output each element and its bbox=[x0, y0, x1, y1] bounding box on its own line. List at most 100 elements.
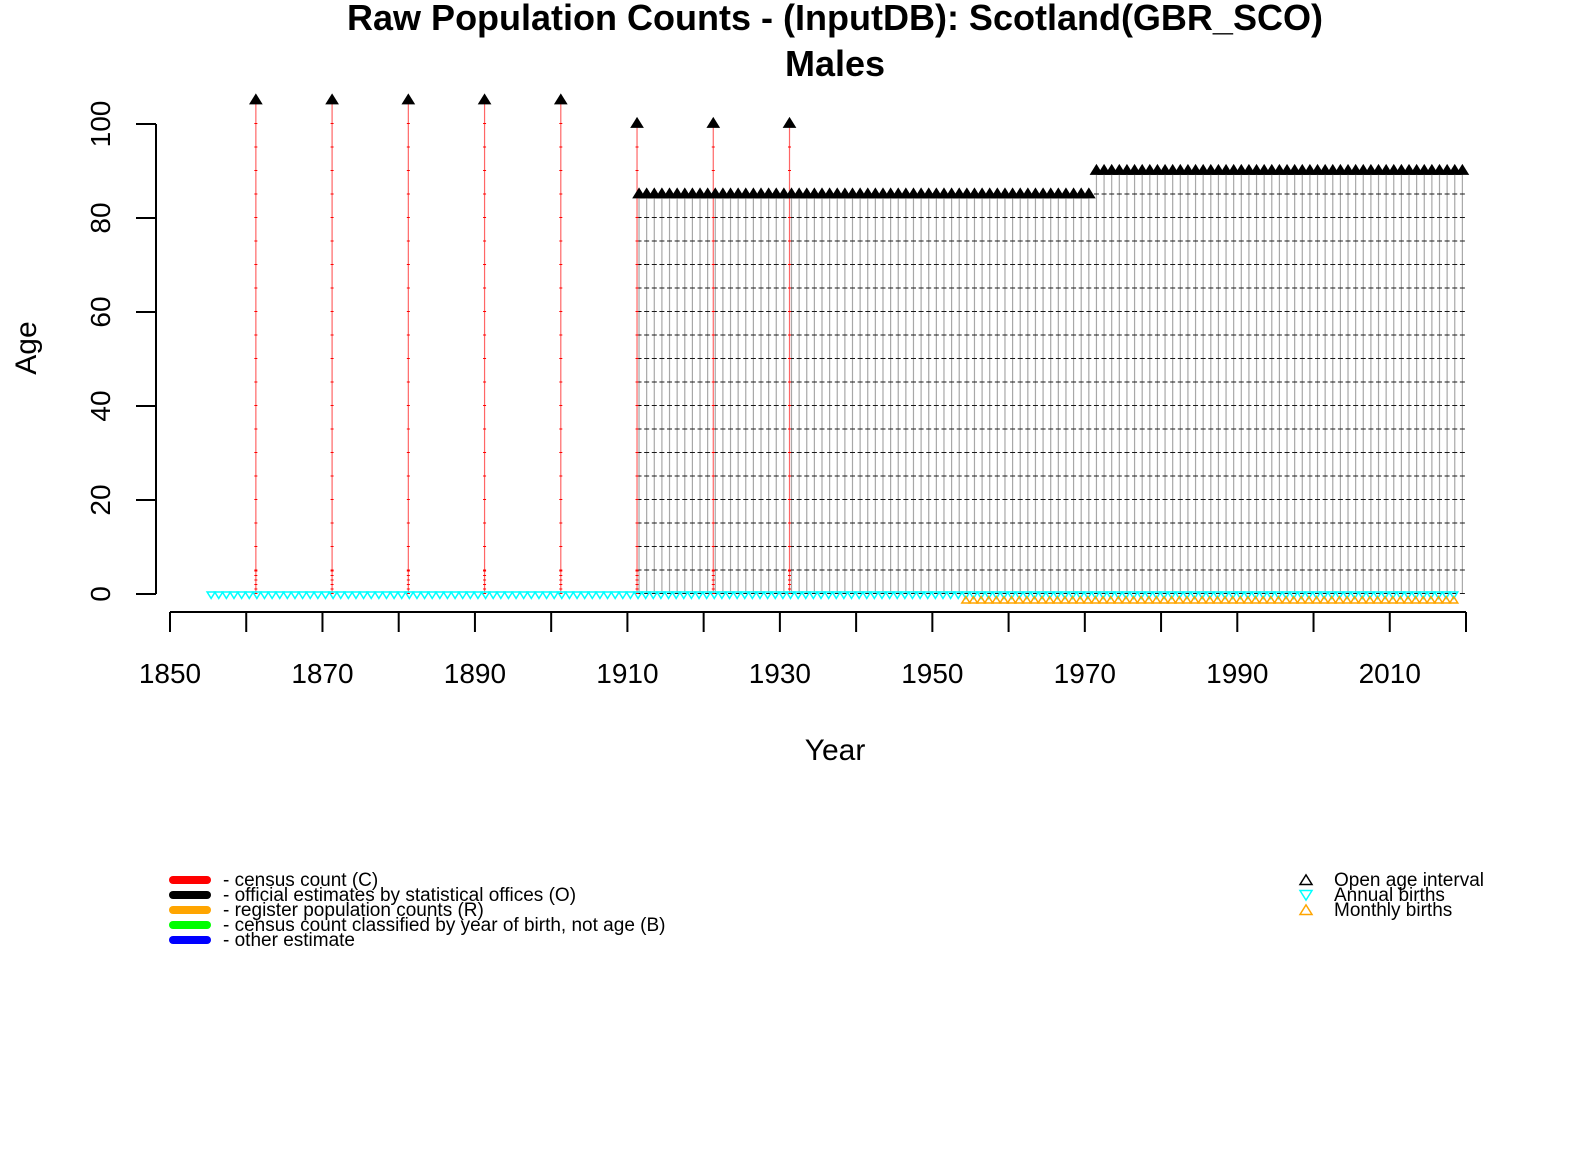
annual-births-marker bbox=[678, 591, 690, 600]
annual-births-marker bbox=[792, 591, 804, 600]
monthly-births-marker bbox=[1227, 595, 1239, 604]
annual-births-marker bbox=[952, 591, 964, 600]
monthly-births-marker bbox=[1440, 595, 1452, 604]
annual-births-marker bbox=[1158, 591, 1170, 600]
annual-births-marker bbox=[1166, 591, 1178, 600]
annual-births-marker bbox=[1273, 591, 1284, 600]
monthly-births-marker bbox=[1090, 595, 1101, 604]
legend-symbol bbox=[1298, 889, 1314, 902]
monthly-births-marker bbox=[1311, 595, 1322, 604]
monthly-births-marker bbox=[1059, 595, 1071, 604]
monthly-births-marker bbox=[1288, 595, 1300, 604]
y-axis: 0 20 40 60 80 100 bbox=[85, 101, 157, 602]
monthly-births-marker bbox=[975, 595, 987, 604]
x-tick-label: 2010 bbox=[1359, 658, 1421, 689]
monthly-births-marker bbox=[1196, 595, 1208, 604]
annual-births-marker bbox=[1318, 591, 1330, 600]
monthly-births-marker bbox=[1212, 595, 1223, 604]
annual-births-marker bbox=[1402, 591, 1414, 600]
annual-births-marker bbox=[259, 591, 270, 600]
annual-births-marker bbox=[1250, 591, 1261, 600]
annual-births-marker bbox=[747, 591, 758, 600]
annual-births-marker bbox=[1090, 591, 1101, 600]
annual-births-marker bbox=[1082, 591, 1094, 600]
open-age-marker bbox=[249, 93, 263, 105]
annual-births-marker bbox=[442, 591, 453, 600]
legend-label: - census count classified by year of bir… bbox=[223, 915, 666, 936]
open-age-marker bbox=[630, 116, 644, 128]
monthly-births-marker bbox=[1097, 595, 1109, 604]
monthly-births-marker bbox=[1395, 595, 1406, 604]
monthly-births-marker bbox=[1029, 595, 1040, 604]
annual-births-marker bbox=[556, 591, 568, 600]
annual-births-marker bbox=[1151, 591, 1162, 600]
annual-births-marker bbox=[1334, 591, 1345, 600]
annual-births-marker bbox=[1044, 591, 1056, 600]
annual-births-marker bbox=[1303, 591, 1315, 600]
annual-births-marker bbox=[983, 591, 995, 600]
annual-births-marker bbox=[1029, 591, 1040, 600]
annual-births-marker bbox=[449, 591, 461, 600]
annual-births-marker bbox=[388, 591, 400, 600]
annual-births-marker bbox=[647, 591, 659, 600]
monthly-births-marker bbox=[1082, 595, 1094, 604]
annual-births-marker bbox=[1036, 591, 1048, 600]
monthly-births-marker bbox=[1364, 595, 1376, 604]
annual-births-marker bbox=[663, 591, 674, 600]
chart-subtitle: Males bbox=[785, 43, 885, 84]
annual-births-marker bbox=[1288, 591, 1300, 600]
annual-births-marker bbox=[1212, 591, 1223, 600]
monthly-births-marker bbox=[1326, 595, 1338, 604]
annual-births-marker bbox=[861, 591, 873, 600]
annual-births-marker bbox=[869, 591, 880, 600]
annual-births-marker bbox=[586, 591, 598, 600]
annual-births-marker bbox=[907, 591, 918, 600]
annual-births-marker bbox=[350, 591, 362, 600]
annual-births-marker bbox=[1311, 591, 1322, 600]
monthly-births-marker bbox=[1265, 595, 1277, 604]
annual-births-marker bbox=[929, 591, 941, 600]
annual-births-marker bbox=[1074, 591, 1086, 600]
monthly-births-marker bbox=[1173, 595, 1185, 604]
legend-label: - census count (C) bbox=[223, 870, 378, 891]
annual-births-marker bbox=[289, 591, 301, 600]
x-axis: 1850 1870 1890 1910 1930 1950 1970 1990 2010 bbox=[139, 611, 1467, 689]
annual-births-marker bbox=[579, 591, 591, 600]
annual-births-marker bbox=[846, 591, 857, 600]
annual-births-marker bbox=[373, 591, 385, 600]
annual-births-marker bbox=[800, 591, 812, 600]
monthly-births-marker bbox=[1417, 595, 1429, 604]
annual-births-marker bbox=[243, 591, 255, 600]
annual-births-marker bbox=[1417, 591, 1429, 600]
annual-births-marker bbox=[808, 591, 819, 600]
plot-markers bbox=[205, 93, 1470, 604]
annual-births-marker bbox=[1364, 591, 1376, 600]
annual-births-marker bbox=[571, 591, 583, 600]
annual-births-marker bbox=[1295, 591, 1307, 600]
open-age-marker bbox=[325, 93, 339, 105]
monthly-births-marker bbox=[1135, 595, 1147, 604]
monthly-births-marker bbox=[1402, 595, 1414, 604]
annual-births-marker bbox=[228, 591, 240, 600]
annual-births-marker bbox=[693, 591, 705, 600]
x-tick-label: 1890 bbox=[444, 658, 506, 689]
open-age-marker bbox=[706, 116, 721, 128]
annual-births-marker bbox=[937, 591, 949, 600]
annual-births-marker bbox=[358, 591, 369, 600]
annual-births-marker bbox=[701, 591, 713, 600]
annual-births-marker bbox=[617, 591, 629, 600]
annual-births-marker bbox=[472, 591, 484, 600]
annual-births-marker bbox=[1196, 591, 1208, 600]
annual-births-marker bbox=[1120, 591, 1132, 600]
monthly-births-marker bbox=[960, 595, 972, 604]
annual-births-marker bbox=[274, 591, 286, 600]
legend-symbol bbox=[1298, 873, 1314, 886]
annual-births-marker bbox=[251, 591, 263, 600]
annual-births-marker bbox=[1173, 591, 1185, 600]
annual-births-marker bbox=[769, 591, 781, 600]
legend-left: - census count (C)- official estimates b… bbox=[169, 870, 666, 951]
annual-births-marker bbox=[335, 591, 347, 600]
annual-births-marker bbox=[1204, 591, 1216, 600]
annual-births-marker bbox=[1326, 591, 1338, 600]
